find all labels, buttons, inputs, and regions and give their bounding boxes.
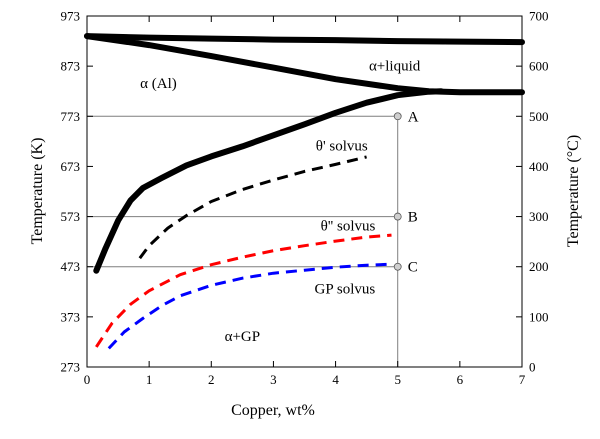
x-tick-label: 6 [457,372,464,387]
y-tick-label-right: 300 [529,209,549,224]
x-tick-label: 1 [146,372,153,387]
y-tick-label-left: 473 [61,259,81,274]
y-tick-label-left: 673 [61,159,81,174]
x-tick-label: 4 [332,372,339,387]
x-axis-label: Copper, wt% [231,402,315,419]
y-tick-label-left: 873 [61,59,81,74]
annotation-label: α (Al) [140,76,177,92]
dashed-curve-4 [95,233,392,348]
x-tick-label: 7 [519,372,526,387]
y-tick-label-right: 0 [529,360,536,375]
x-tick-label: 5 [394,372,401,387]
point-label-b: B [408,210,418,226]
y-tick-label-right: 500 [529,109,549,124]
point-a [393,112,402,121]
x-tick-label: 0 [84,372,91,387]
y-axis-label-left: Temperature (K) [29,138,46,245]
point-b [393,212,402,221]
point-label-c: C [408,260,418,276]
point-label-a: A [408,109,419,125]
solid-curve-2 [93,88,445,274]
solid-curve-0 [84,33,525,46]
y-tick-label-left: 373 [61,309,81,324]
point-c [393,262,402,271]
y-tick-label-right: 700 [529,9,549,24]
y-tick-label-left: 273 [61,360,81,375]
annotation-label: θ' solvus [316,138,368,154]
annotation-label: θ'' solvus [321,219,376,235]
y-axis-label-right: Temperature (°C) [565,135,582,247]
y-tick-label-left: 773 [61,109,81,124]
y-tick-label-right: 600 [529,59,549,74]
annotation-label: α+liquid [369,59,421,75]
y-tick-label-right: 100 [529,309,549,324]
y-tick-label-left: 973 [61,9,81,24]
dashed-curve-5 [107,262,392,350]
solid-curve-1 [84,33,525,96]
x-tick-label: 3 [270,372,277,387]
x-tick-label: 2 [208,372,215,387]
annotation-label: GP solvus [315,281,376,297]
dashed-curve-3 [138,155,367,260]
y-tick-label-right: 200 [529,259,549,274]
plot-frame [86,15,523,368]
y-tick-label-right: 400 [529,159,549,174]
plot-area: A B Cα (Al) α+liquid θ' solvus θ'' solvus GP s… [61,9,549,388]
annotation-label: α+GP [225,329,261,345]
y-tick-label-left: 573 [61,209,81,224]
